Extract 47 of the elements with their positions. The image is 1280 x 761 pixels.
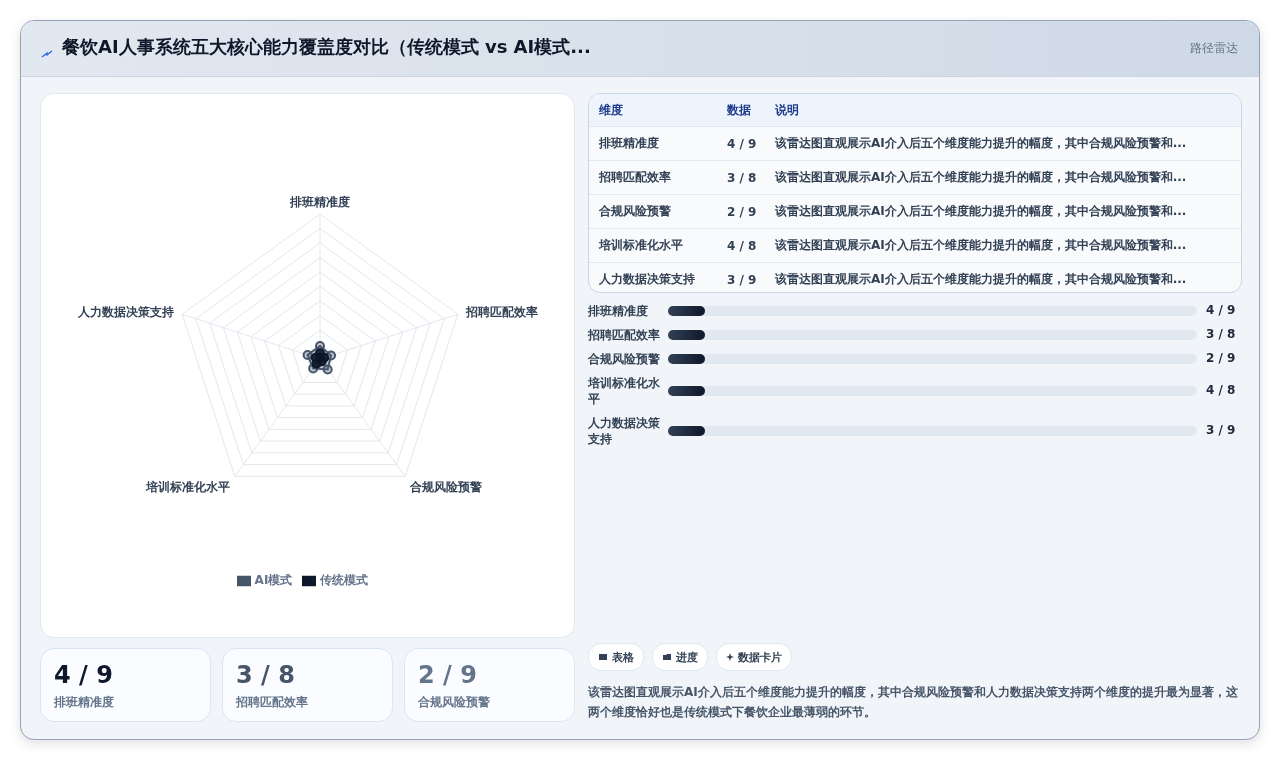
text: 该雷达图直观展示AI介入后五个维度能力提升的幅度，其中合规风险预警和... (775, 204, 1187, 218)
text: 数据 (726, 101, 752, 119)
text: 4 / 9 (1206, 303, 1236, 317)
legend-label: AI模式 (254, 573, 293, 587)
category-label: 排班精准度 (598, 135, 660, 152)
text: 4 / 9 (54, 661, 113, 689)
text: 4 / 9 (727, 136, 757, 151)
category-label: 合规风险预警 (598, 203, 672, 220)
legend-label: 传统模式 (320, 573, 369, 587)
text: 2 / 9 (1206, 351, 1236, 365)
spoke-label: 招聘匹配效率 (464, 304, 538, 319)
spoke-label: 排班精准度 (289, 195, 350, 209)
text: 该雷达图直观展示AI介入后五个维度能力提升的幅度，其中合规风险预警和... (774, 135, 1188, 152)
text: 该雷达图直观展示AI介入后五个维度能力提升的幅度，其中合规风险预警和... (775, 272, 1187, 286)
category-label: 人力数据决策支持 (588, 416, 660, 446)
text: 数据卡片 (716, 643, 792, 671)
spoke-label: 合规风险预警 (408, 480, 482, 495)
text: 3 / 8 (1206, 327, 1236, 341)
text: 3 / 8 (236, 661, 295, 689)
category-label: 排班精准度 (54, 695, 114, 709)
category-label: 培训标准化水平 (588, 376, 660, 406)
text: 4 / 8 (727, 238, 757, 253)
chart-title: 餐饮AI人事系统五大核心能力覆盖度对比（传统模式 vs AI模式... (62, 35, 591, 59)
category-label: 招聘匹配效率 (588, 328, 660, 342)
text: 进度 (652, 643, 708, 671)
text: 2 / 9 (727, 204, 757, 219)
text: 2 / 9 (418, 661, 477, 689)
text: 3 / 9 (1206, 423, 1236, 437)
text: 说明 (774, 101, 800, 119)
category-label: 合规风险预警 (418, 695, 490, 709)
text: 4 / 8 (1206, 383, 1236, 397)
category-label: 招聘匹配效率 (598, 169, 672, 186)
category-label: 人力数据决策支持 (598, 271, 696, 288)
text: 表格 (588, 643, 644, 671)
spoke-label: 人力数据决策支持 (77, 304, 175, 319)
text: 该雷达图直观展示AI介入后五个维度能力提升的幅度，其中合规风险预警和... (775, 170, 1187, 184)
category-label: 培训标准化水平 (597, 237, 684, 254)
text: 路径雷达 (1190, 40, 1238, 57)
category-label: 招聘匹配效率 (236, 695, 308, 709)
text: 3 / 9 (727, 272, 757, 287)
category-label: 排班精准度 (588, 304, 648, 318)
spoke-label: 培训标准化水平 (145, 480, 231, 495)
text: 该雷达图直观展示AI介入后五个维度能力提升的幅度，其中合规风险预警和人力数据决策支持两个维度的提升最为显著，这两个维度恰好也是传统模式下餐饮企业最薄弱的环节。 (588, 684, 1239, 721)
text: 该雷达图直观展示AI介入后五个维度能力提升的幅度，其中合规风险预警和... (775, 238, 1187, 252)
text: 3 / 8 (727, 170, 757, 185)
text: 维度 (598, 101, 624, 119)
category-label: 合规风险预警 (588, 352, 660, 366)
